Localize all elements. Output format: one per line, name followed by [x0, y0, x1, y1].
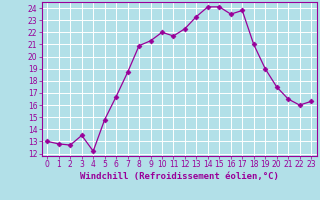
- X-axis label: Windchill (Refroidissement éolien,°C): Windchill (Refroidissement éolien,°C): [80, 172, 279, 181]
